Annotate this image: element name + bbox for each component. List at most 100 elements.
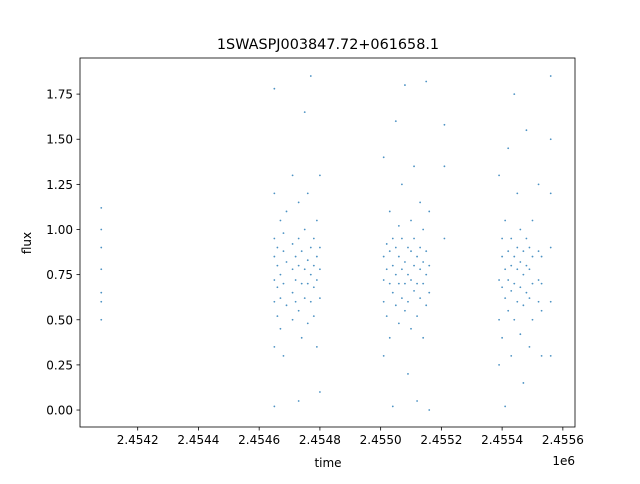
data-point [273, 255, 276, 258]
data-point [303, 268, 306, 271]
data-point [319, 246, 321, 249]
y-tick-label: 0.50 [46, 313, 73, 327]
data-point [391, 405, 394, 408]
data-point [279, 219, 282, 222]
data-point [294, 255, 297, 258]
data-point [273, 237, 276, 240]
data-point [443, 237, 446, 240]
data-point [501, 336, 504, 339]
data-point [401, 237, 403, 240]
data-point [510, 237, 513, 240]
data-point [501, 286, 504, 289]
data-point [413, 264, 415, 267]
y-tick-label: 1.75 [46, 88, 73, 102]
data-point [312, 264, 315, 267]
x-tick-label: 2.4546 [238, 433, 280, 447]
data-point [537, 183, 540, 186]
data-point [391, 237, 394, 240]
data-point [285, 261, 288, 263]
data-point [282, 354, 285, 357]
data-point [306, 282, 309, 285]
data-point [504, 297, 507, 300]
data-point [319, 174, 321, 177]
data-point [531, 255, 534, 258]
data-point [528, 297, 531, 300]
data-point [549, 138, 552, 141]
data-point [528, 246, 531, 249]
y-tick-label: 0.25 [46, 358, 73, 372]
data-point [388, 250, 391, 253]
data-point [443, 165, 446, 168]
data-point [428, 409, 431, 411]
data-point [312, 237, 315, 240]
data-point [504, 268, 507, 271]
data-point [309, 246, 312, 249]
data-point [510, 354, 513, 357]
data-point [397, 322, 400, 325]
data-point [525, 264, 528, 267]
data-point [315, 345, 318, 348]
data-point [388, 336, 391, 339]
points-layer [100, 75, 552, 411]
data-point [516, 192, 519, 195]
data-point [285, 304, 288, 307]
data-point [422, 282, 425, 285]
data-point [291, 174, 294, 177]
data-point [507, 309, 510, 312]
data-point [291, 291, 294, 294]
data-point [522, 250, 525, 253]
data-point [416, 255, 418, 258]
data-point [297, 309, 300, 312]
data-point [549, 75, 552, 77]
data-point [498, 318, 500, 321]
data-point [549, 246, 552, 249]
data-point [303, 228, 306, 231]
data-point [404, 261, 406, 263]
data-point [516, 268, 519, 271]
data-point [513, 93, 516, 96]
data-point [422, 228, 425, 231]
data-point [528, 345, 531, 348]
data-point [306, 322, 309, 325]
data-point [394, 246, 397, 249]
data-point [273, 192, 276, 195]
data-point [513, 282, 516, 285]
data-point [391, 264, 394, 267]
data-point [382, 255, 385, 258]
data-point [382, 156, 385, 159]
y-tick-label: 1.00 [46, 223, 73, 237]
data-point [282, 282, 285, 285]
x-axis-label: time [314, 456, 341, 470]
data-point [531, 282, 534, 285]
data-point [540, 354, 543, 357]
data-point [428, 291, 431, 294]
data-point [407, 273, 409, 276]
data-point [100, 228, 103, 231]
data-point [422, 261, 425, 263]
data-point [315, 219, 318, 222]
data-point [303, 111, 306, 114]
data-point [297, 400, 300, 402]
data-point [382, 279, 385, 281]
y-tick-label: 1.50 [46, 133, 73, 147]
data-point [419, 201, 422, 204]
data-point [428, 264, 431, 267]
data-point [291, 318, 294, 321]
data-point [519, 333, 522, 336]
data-point [516, 300, 519, 303]
x-offset-text: 1e6 [552, 454, 575, 468]
x-tick-label: 2.4542 [117, 433, 159, 447]
data-point [309, 300, 312, 303]
data-point [309, 273, 312, 276]
data-point [401, 268, 403, 271]
data-point [273, 279, 276, 281]
data-point [273, 405, 276, 408]
data-point [300, 250, 303, 253]
data-point [404, 84, 406, 86]
data-point [303, 297, 306, 300]
data-point [309, 75, 312, 77]
data-point [276, 246, 279, 249]
x-tick-label: 2.4556 [542, 433, 584, 447]
